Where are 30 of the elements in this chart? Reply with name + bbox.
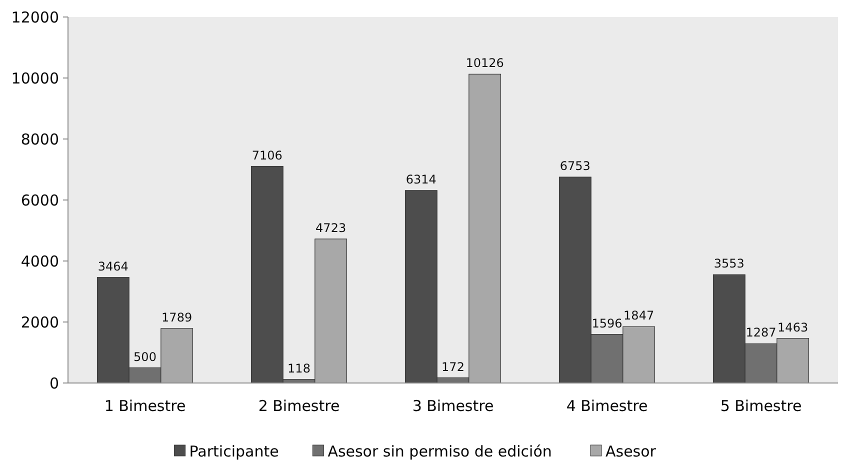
legend-label: Asesor sin permiso de edición	[328, 442, 552, 460]
data-label: 3553	[714, 256, 744, 271]
x-tick-label: 3 Bimestre	[412, 397, 494, 415]
data-label: 6314	[406, 172, 436, 186]
data-label: 10126	[466, 56, 504, 70]
y-tick-label: 8000	[20, 130, 59, 148]
data-label: 500	[134, 350, 156, 364]
x-tick-label: 5 Bimestre	[720, 397, 802, 415]
y-tick-label: 0	[49, 374, 59, 392]
y-tick-label: 12000	[11, 8, 59, 26]
data-label: 1463	[778, 320, 808, 334]
legend-label: Asesor	[606, 442, 657, 460]
data-label: 118	[288, 361, 310, 376]
data-label: 3464	[98, 259, 128, 274]
x-tick-label: 1 Bimestre	[104, 397, 186, 415]
data-label: 7106	[252, 148, 282, 162]
data-label: 1847	[624, 308, 654, 323]
x-tick-label: 4 Bimestre	[566, 397, 648, 415]
data-label: 172	[442, 360, 464, 374]
legend-label: Participante	[189, 442, 279, 460]
y-tick-label: 2000	[20, 313, 59, 332]
data-label: 1789	[162, 310, 192, 324]
data-label: 1287	[746, 326, 776, 340]
y-tick-label: 4000	[20, 252, 59, 270]
data-label: 1596	[592, 316, 622, 330]
y-tick-label: 10000	[11, 69, 59, 88]
y-tick-label: 6000	[20, 191, 59, 210]
data-label: 6753	[560, 159, 590, 174]
data-label: 4723	[316, 220, 346, 235]
x-tick-label: 2 Bimestre	[258, 397, 340, 415]
